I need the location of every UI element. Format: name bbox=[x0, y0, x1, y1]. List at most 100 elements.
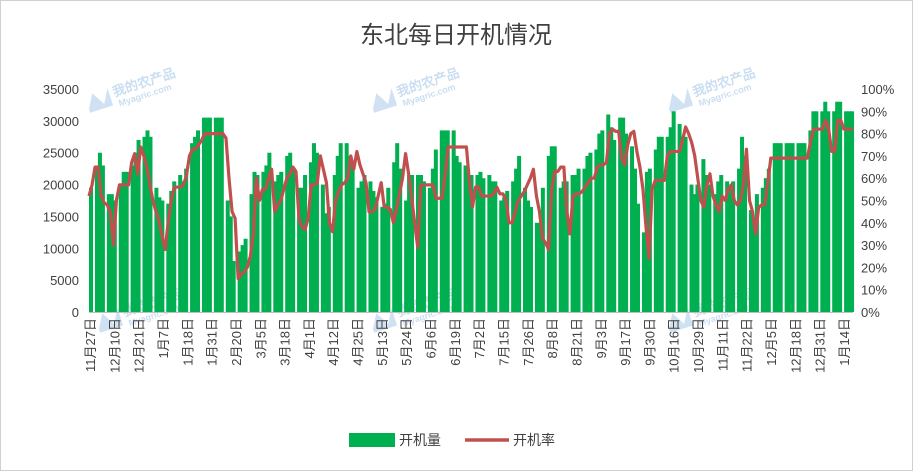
bar bbox=[748, 210, 753, 312]
bar bbox=[279, 171, 284, 312]
x-tick-label: 1月14日 bbox=[837, 318, 852, 366]
x-tick-label: 10月29日 bbox=[691, 318, 706, 373]
bar bbox=[564, 181, 569, 312]
bar bbox=[680, 136, 685, 312]
bar bbox=[368, 181, 373, 312]
bar bbox=[320, 184, 325, 312]
bar bbox=[228, 216, 233, 312]
bar bbox=[344, 143, 349, 312]
bar bbox=[725, 181, 730, 312]
bar bbox=[478, 171, 483, 312]
bar bbox=[350, 162, 355, 312]
bar bbox=[439, 130, 444, 312]
bar bbox=[106, 194, 111, 312]
bar bbox=[94, 165, 99, 312]
legend-label-rate: 开机率 bbox=[513, 432, 555, 448]
x-tick-label: 1月7日 bbox=[156, 318, 171, 358]
bar bbox=[89, 187, 94, 312]
bar bbox=[240, 245, 245, 312]
x-tick-label: 4月25日 bbox=[351, 318, 366, 366]
bar bbox=[558, 187, 563, 312]
y-right-tick-label: 100% bbox=[861, 82, 895, 97]
bar bbox=[207, 117, 212, 312]
bar bbox=[427, 187, 432, 312]
bar bbox=[442, 130, 447, 312]
bar bbox=[823, 101, 828, 313]
bar bbox=[308, 162, 313, 312]
bar bbox=[814, 111, 819, 312]
bar bbox=[534, 222, 539, 312]
bar bbox=[594, 149, 599, 312]
watermark-logo-icon bbox=[99, 308, 124, 333]
bar bbox=[490, 181, 495, 312]
bar bbox=[157, 197, 162, 312]
bar bbox=[600, 130, 605, 312]
bar bbox=[160, 200, 165, 312]
y-axis-right: 0% 10% 20% 30% 40% 50% 60% 70% 80% 90% 100% bbox=[861, 82, 895, 320]
bar bbox=[112, 200, 117, 312]
bar bbox=[502, 197, 507, 312]
bar bbox=[668, 127, 673, 312]
bar bbox=[362, 175, 367, 312]
bar bbox=[838, 101, 843, 313]
bar bbox=[261, 171, 266, 312]
bar bbox=[606, 114, 611, 313]
bar bbox=[421, 181, 426, 312]
bar bbox=[835, 101, 840, 313]
bar bbox=[398, 168, 403, 312]
bar bbox=[204, 117, 209, 312]
bar bbox=[707, 184, 712, 312]
bar bbox=[573, 175, 578, 312]
x-tick-label: 11月27日 bbox=[83, 318, 98, 372]
x-tick-label: 7月26日 bbox=[521, 318, 536, 366]
y-left-tick-label: 0 bbox=[72, 305, 79, 320]
bar bbox=[297, 187, 302, 312]
bar bbox=[775, 143, 780, 312]
bar bbox=[463, 165, 468, 312]
bar bbox=[844, 111, 849, 312]
bar bbox=[778, 143, 783, 312]
bar bbox=[148, 136, 153, 312]
y-right-tick-label: 80% bbox=[861, 127, 887, 142]
x-tick-label: 8月21日 bbox=[570, 318, 585, 366]
bar bbox=[184, 168, 189, 312]
bar bbox=[850, 111, 855, 312]
bar bbox=[169, 190, 174, 312]
bar bbox=[505, 190, 510, 312]
bar bbox=[612, 139, 617, 312]
x-tick-label: 2月20日 bbox=[229, 318, 244, 366]
x-tick-label: 12月21日 bbox=[132, 318, 147, 373]
bar bbox=[597, 133, 602, 312]
bar bbox=[653, 149, 658, 312]
bar bbox=[832, 111, 837, 312]
bar bbox=[288, 152, 293, 312]
bar bbox=[181, 181, 186, 312]
bar bbox=[404, 200, 409, 312]
bar bbox=[659, 136, 664, 312]
bar bbox=[300, 187, 305, 312]
bar bbox=[677, 124, 682, 312]
bar bbox=[433, 149, 438, 312]
bar bbox=[121, 171, 126, 312]
bar bbox=[808, 130, 813, 312]
x-tick-label: 11月11日 bbox=[715, 318, 730, 371]
x-axis: 11月27日 12月10日 12月21日 1月7日 1月18日 1月31日 2月20日 3月5… bbox=[83, 318, 852, 373]
bar bbox=[561, 181, 566, 312]
bar bbox=[252, 171, 257, 312]
legend-label-volume: 开机量 bbox=[399, 432, 441, 448]
watermark-logo-icon bbox=[373, 308, 398, 333]
bar bbox=[751, 219, 756, 312]
bar bbox=[136, 139, 141, 312]
bar bbox=[291, 168, 296, 312]
x-tick-label: 7月15日 bbox=[497, 318, 512, 366]
bar bbox=[190, 143, 195, 312]
bar bbox=[338, 143, 343, 312]
bar bbox=[763, 178, 768, 312]
bar bbox=[193, 136, 198, 312]
bar bbox=[374, 197, 379, 312]
bar bbox=[796, 143, 801, 312]
x-tick-label: 12月18日 bbox=[788, 318, 803, 373]
bar bbox=[582, 168, 587, 312]
y-axis-left: 0 5000 10000 15000 20000 25000 30000 35000 bbox=[43, 82, 79, 320]
